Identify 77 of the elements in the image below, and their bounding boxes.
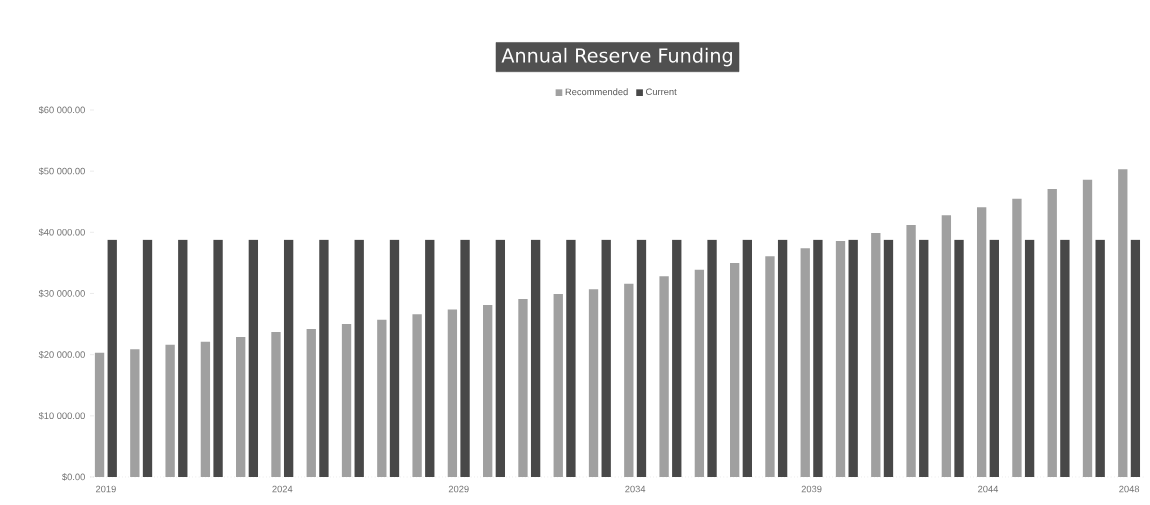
bar bbox=[377, 319, 387, 477]
bar bbox=[800, 248, 810, 477]
bar bbox=[142, 239, 153, 477]
bar bbox=[1012, 198, 1022, 477]
bar bbox=[672, 239, 682, 477]
bar bbox=[636, 239, 647, 477]
bar bbox=[178, 239, 188, 477]
bar bbox=[1060, 239, 1070, 477]
x-tick-label: 2048 bbox=[1119, 485, 1140, 493]
bar bbox=[883, 239, 894, 477]
bar bbox=[813, 239, 823, 477]
x-tick-label: 2044 bbox=[978, 485, 999, 493]
bar bbox=[1024, 239, 1035, 477]
bar bbox=[566, 239, 576, 477]
bar bbox=[941, 215, 952, 477]
bar bbox=[236, 336, 246, 477]
bar bbox=[601, 239, 611, 477]
bar bbox=[1095, 239, 1105, 477]
bar bbox=[341, 324, 352, 477]
bar bbox=[1130, 239, 1141, 477]
bar bbox=[835, 240, 846, 477]
y-tick-label: $30 000.00 bbox=[38, 289, 85, 298]
bar bbox=[94, 352, 105, 477]
bar bbox=[659, 276, 669, 477]
y-tick-label: $60 000.00 bbox=[38, 106, 85, 114]
y-tick-label: $40 000.00 bbox=[38, 228, 85, 237]
x-tick-label: 2034 bbox=[625, 485, 646, 493]
bar bbox=[730, 262, 740, 477]
y-tick-label: $0.00 bbox=[62, 473, 85, 481]
bar bbox=[1118, 169, 1128, 477]
x-tick-label: 2029 bbox=[448, 485, 469, 493]
bar bbox=[624, 283, 634, 477]
bar bbox=[354, 239, 364, 477]
bar bbox=[306, 328, 316, 477]
bar bbox=[165, 344, 175, 477]
x-tick-label: 2019 bbox=[95, 485, 116, 493]
bar bbox=[518, 298, 528, 477]
bar bbox=[319, 239, 329, 477]
chart-title: Annual Reserve Funding bbox=[501, 47, 732, 67]
bar bbox=[989, 239, 999, 477]
bar bbox=[389, 239, 400, 477]
bar bbox=[553, 294, 563, 477]
bar bbox=[130, 349, 140, 477]
bar bbox=[777, 239, 788, 477]
bar bbox=[200, 341, 211, 477]
bar bbox=[107, 239, 117, 477]
bar bbox=[742, 239, 752, 477]
bar bbox=[976, 207, 987, 477]
y-tick-label: $10 000.00 bbox=[38, 412, 85, 420]
bar bbox=[694, 269, 705, 477]
bar bbox=[460, 239, 470, 477]
y-tick-label: $50 000.00 bbox=[38, 167, 85, 175]
y-tick-label: $20 000.00 bbox=[38, 350, 85, 359]
bar bbox=[906, 224, 916, 477]
x-tick-label: 2024 bbox=[272, 485, 293, 493]
bar bbox=[765, 256, 775, 477]
bar bbox=[447, 309, 458, 477]
bar bbox=[283, 239, 294, 477]
x-tick-label: 2039 bbox=[801, 485, 822, 493]
bar bbox=[495, 239, 506, 477]
bar bbox=[954, 239, 964, 477]
bar bbox=[213, 239, 223, 477]
bar bbox=[919, 239, 929, 477]
legend-label: Current bbox=[646, 88, 677, 96]
bar bbox=[871, 232, 881, 477]
bar bbox=[530, 239, 541, 477]
bar bbox=[248, 239, 259, 477]
bar bbox=[412, 314, 422, 477]
bar bbox=[425, 239, 435, 477]
bar bbox=[848, 239, 858, 477]
legend-label: Recommended bbox=[565, 88, 628, 96]
bar bbox=[1047, 188, 1057, 477]
bar bbox=[1082, 179, 1093, 477]
bar bbox=[588, 289, 599, 477]
bar bbox=[707, 239, 717, 477]
bar bbox=[483, 305, 493, 477]
bar bbox=[271, 332, 281, 477]
